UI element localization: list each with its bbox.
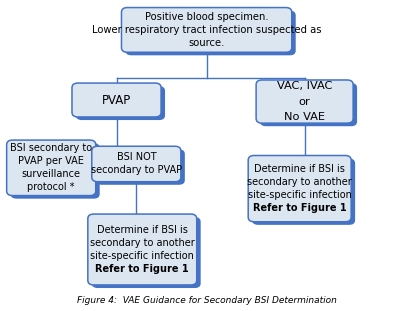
Text: site-specific infection: site-specific infection <box>90 251 194 261</box>
FancyBboxPatch shape <box>260 83 356 126</box>
Text: secondary to another: secondary to another <box>90 238 194 248</box>
FancyBboxPatch shape <box>76 86 165 120</box>
Text: VAC, IVAC: VAC, IVAC <box>276 81 332 91</box>
FancyBboxPatch shape <box>252 159 354 225</box>
Text: Determine if BSI is: Determine if BSI is <box>97 225 187 235</box>
Text: Positive blood specimen.: Positive blood specimen. <box>145 12 268 21</box>
Text: surveillance: surveillance <box>21 169 81 179</box>
Text: secondary to another: secondary to another <box>247 177 351 187</box>
Text: site-specific infection: site-specific infection <box>247 190 351 200</box>
FancyBboxPatch shape <box>6 140 96 196</box>
Text: Refer to Figure 1: Refer to Figure 1 <box>95 264 189 274</box>
FancyBboxPatch shape <box>121 7 291 52</box>
Text: PVAP per VAE: PVAP per VAE <box>18 156 84 166</box>
FancyBboxPatch shape <box>125 11 295 55</box>
Text: PVAP: PVAP <box>102 94 131 107</box>
Text: or: or <box>298 96 310 107</box>
Text: Determine if BSI is: Determine if BSI is <box>254 164 344 174</box>
FancyBboxPatch shape <box>87 214 196 285</box>
Text: Lower respiratory tract infection suspected as: Lower respiratory tract infection suspec… <box>92 25 321 35</box>
Text: BSI secondary to: BSI secondary to <box>10 143 92 153</box>
FancyBboxPatch shape <box>11 143 100 199</box>
FancyBboxPatch shape <box>256 80 352 123</box>
Text: BSI NOT: BSI NOT <box>116 152 156 162</box>
Text: Refer to Figure 1: Refer to Figure 1 <box>252 203 345 213</box>
FancyBboxPatch shape <box>247 156 350 222</box>
FancyBboxPatch shape <box>92 146 181 182</box>
FancyBboxPatch shape <box>96 149 184 185</box>
FancyBboxPatch shape <box>72 83 161 117</box>
Text: protocol *: protocol * <box>28 182 75 192</box>
FancyBboxPatch shape <box>92 217 200 288</box>
Text: Figure 4:  VAE Guidance for Secondary BSI Determination: Figure 4: VAE Guidance for Secondary BSI… <box>77 296 336 305</box>
Text: source.: source. <box>188 38 224 48</box>
Text: No VAE: No VAE <box>284 112 324 122</box>
Text: secondary to PVAP: secondary to PVAP <box>91 165 181 175</box>
